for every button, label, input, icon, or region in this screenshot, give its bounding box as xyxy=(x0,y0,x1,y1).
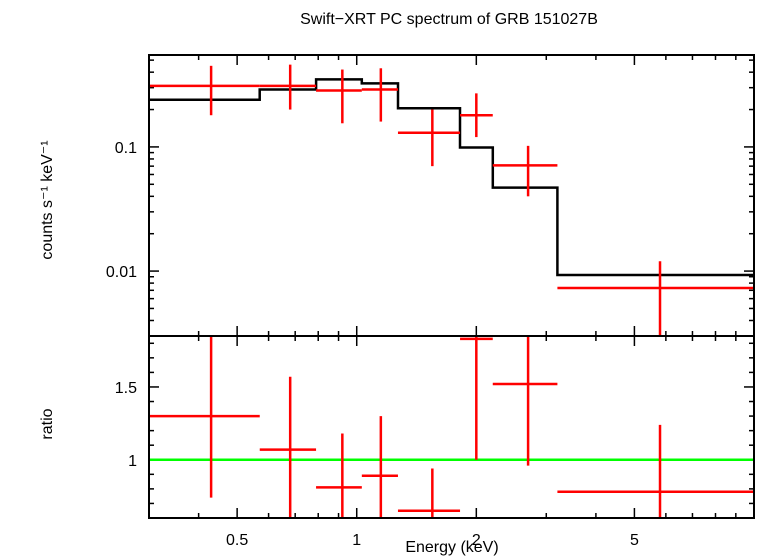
bottom-y-axis-label: ratio xyxy=(39,408,56,439)
x-tick-label: 2 xyxy=(472,532,481,549)
top-data-point xyxy=(259,64,317,110)
top-ticks: 0.1 0.01 xyxy=(106,55,754,337)
ratio-data-point xyxy=(397,468,461,518)
ratio-data-point xyxy=(149,336,260,498)
ratio-data-point xyxy=(557,424,754,518)
top-data-point xyxy=(492,145,558,197)
top-data-point xyxy=(460,93,493,138)
model-steps xyxy=(149,78,754,277)
bottom-y-tick-label: 1.5 xyxy=(115,380,137,397)
ratio-data-point xyxy=(492,336,558,466)
chart-title: Swift−XRT PC spectrum of GRB 151027B xyxy=(300,11,598,28)
top-data-points xyxy=(149,64,754,336)
top-data-point xyxy=(361,68,398,122)
ratio-data-point xyxy=(460,336,493,460)
top-panel: 0.1 0.01 counts s⁻¹ keV⁻¹ xyxy=(39,54,755,337)
bottom-panel: 1 1.5 ratio xyxy=(39,335,755,519)
x-axis-label: Energy (keV) xyxy=(405,539,498,556)
top-data-point xyxy=(397,109,461,167)
x-tick-label: 1 xyxy=(352,532,361,549)
top-y-tick-label: 0.1 xyxy=(115,140,137,157)
top-y-tick-label: 0.01 xyxy=(106,264,137,281)
bottom-panel-frame xyxy=(148,335,755,519)
x-tick-label: 5 xyxy=(630,532,639,549)
bottom-y-tick-label: 1 xyxy=(128,453,137,470)
top-data-point xyxy=(149,65,260,116)
bottom-data-points xyxy=(149,336,754,518)
top-y-axis-label: counts s⁻¹ keV⁻¹ xyxy=(39,140,56,259)
ratio-data-point xyxy=(259,376,317,518)
x-tick-labels: 0.5 1 2 5 xyxy=(226,532,639,549)
ratio-data-point xyxy=(361,416,398,518)
top-data-point xyxy=(557,261,754,336)
top-panel-frame xyxy=(148,54,755,337)
top-data-point xyxy=(316,69,362,124)
x-tick-label: 0.5 xyxy=(226,532,248,549)
model-step-line xyxy=(149,78,754,277)
ratio-data-point xyxy=(316,433,362,518)
